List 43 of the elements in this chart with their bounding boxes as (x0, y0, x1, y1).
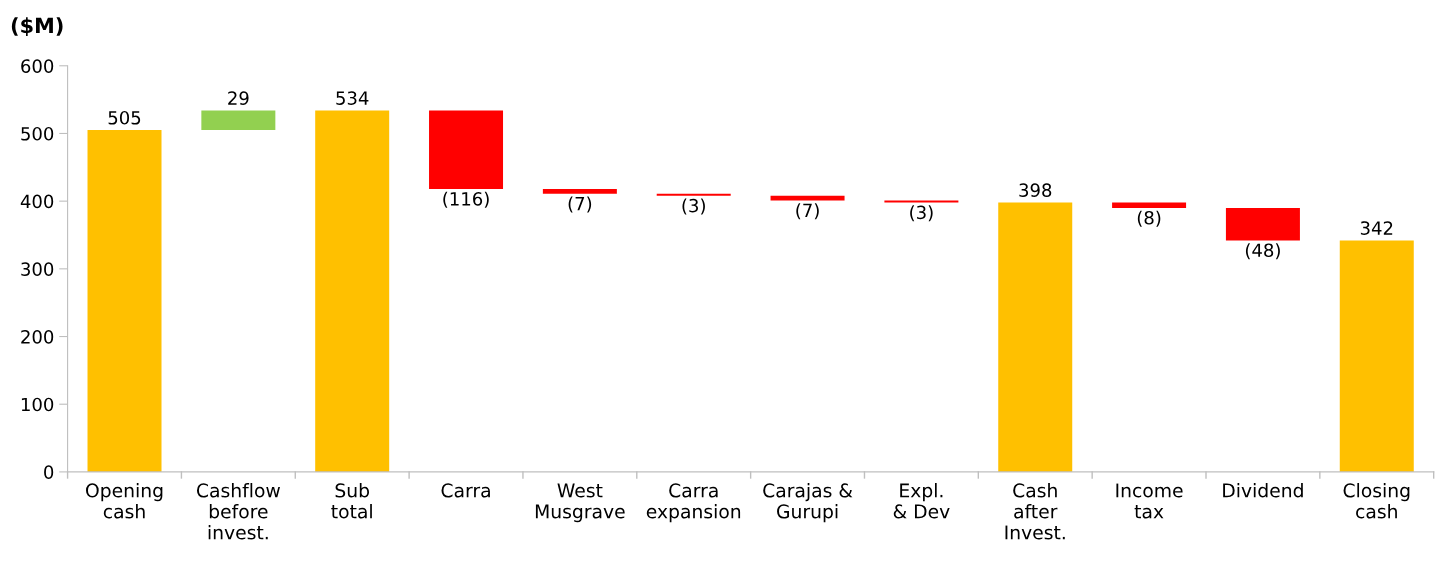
x-tick-label: Cash after Invest. (1005, 483, 1065, 540)
data-label: (7) (796, 203, 819, 220)
bar (1339, 240, 1414, 472)
bar (87, 130, 162, 472)
bar (542, 188, 617, 194)
bar (315, 110, 390, 472)
y-axis-title: ($M) (11, 17, 63, 37)
data-label: (116) (443, 191, 489, 208)
y-tick-label: 400 (20, 194, 54, 209)
bar (429, 110, 504, 189)
data-label: 29 (228, 91, 249, 105)
y-tick-label: 600 (21, 59, 54, 73)
data-label: 505 (108, 110, 141, 125)
x-tick-label: Carra expansion (646, 483, 741, 523)
x-tick-label: Expl. & Dev (893, 483, 950, 519)
x-tick-label: Sub total (331, 483, 372, 519)
bar (1225, 207, 1300, 241)
y-tick-label: 100 (21, 397, 54, 412)
x-tick-label: Opening cash (86, 483, 163, 519)
x-tick-label: Dividend (1223, 483, 1303, 498)
bar (1112, 202, 1187, 208)
y-tick-label: 0 (44, 465, 54, 480)
data-label: (48) (1245, 243, 1280, 260)
data-label: 342 (1360, 221, 1393, 235)
bar (998, 202, 1073, 472)
y-tick-label: 200 (21, 329, 54, 344)
data-label: (3) (910, 205, 933, 222)
x-tick-label: Income tax (1116, 483, 1183, 519)
data-label: (7) (568, 196, 592, 213)
data-label: 398 (1019, 183, 1052, 197)
x-tick-label: Carra (441, 483, 490, 498)
y-tick-label: 500 (21, 126, 54, 141)
bar (884, 200, 959, 203)
y-tick-label: 300 (21, 262, 54, 276)
x-tick-label: Closing cash (1343, 483, 1410, 519)
x-tick-label: West Musgrave (535, 483, 625, 523)
data-label: (3) (682, 198, 705, 215)
data-label: 534 (336, 91, 369, 105)
bar (201, 110, 276, 131)
bar (656, 193, 731, 196)
x-tick-label: Carajas & Gurupi (763, 483, 853, 523)
x-tick-label: Cashflow before invest. (196, 483, 280, 540)
data-label: (8) (1137, 210, 1161, 227)
